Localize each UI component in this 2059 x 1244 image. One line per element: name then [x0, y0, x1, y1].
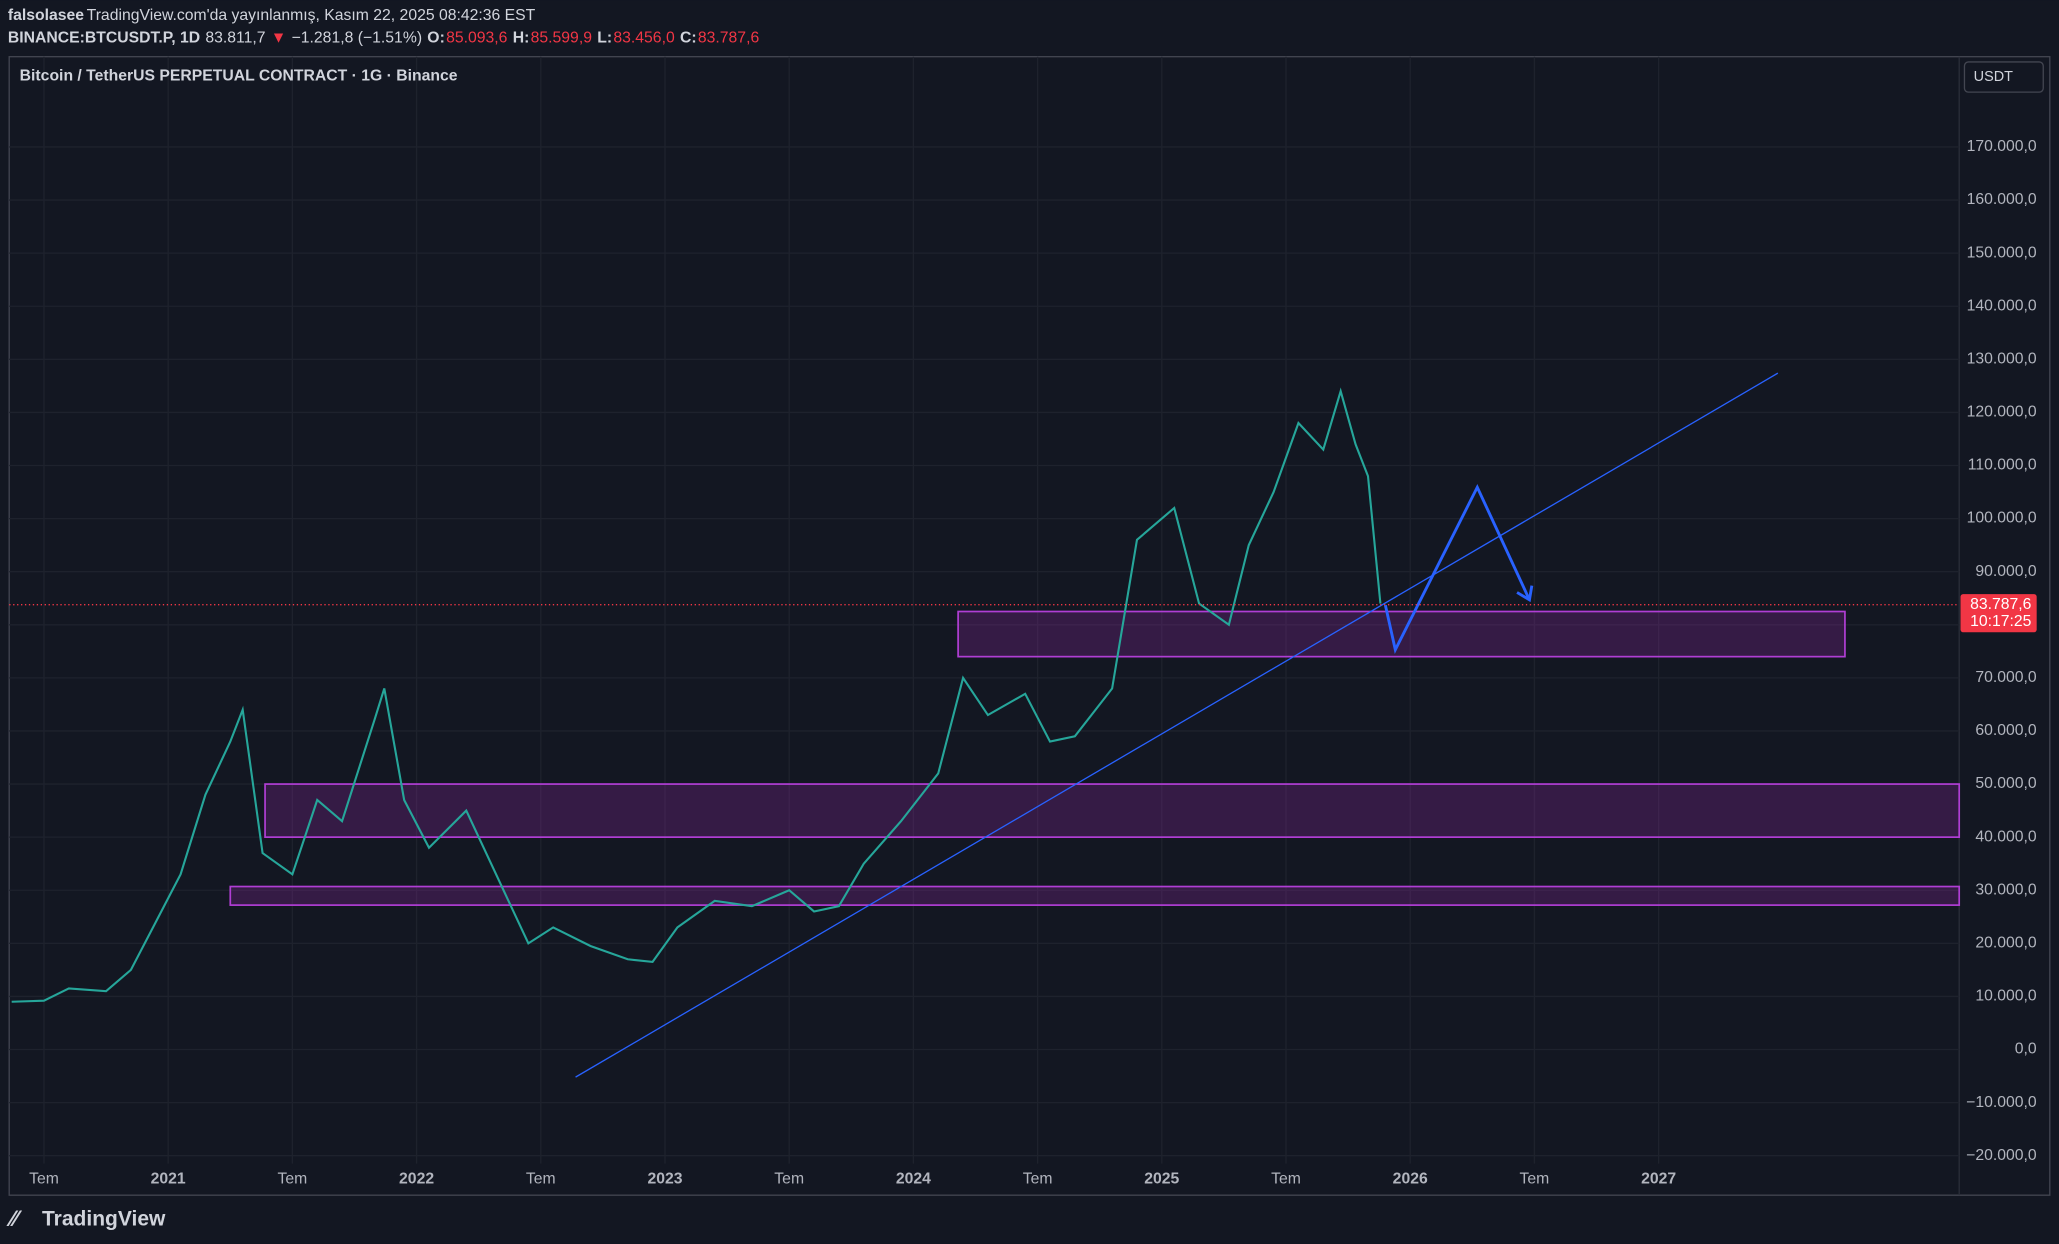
currency-button[interactable] — [1963, 61, 2044, 93]
y-tick-label: 100.000,0 — [1967, 510, 2037, 527]
chart-frame — [8, 56, 2051, 1196]
change: −1.281,8 (−1.51%) — [292, 29, 422, 46]
y-tick-label: 110.000,0 — [1968, 457, 2037, 474]
price-zone — [957, 610, 1846, 658]
y-tick-label: −20.000,0 — [1966, 1147, 2037, 1164]
x-tick-label: 2022 — [399, 1171, 434, 1188]
last-price-label: 83.787,6 — [1970, 596, 2032, 613]
price-zone — [229, 885, 1961, 906]
x-tick-label: 2026 — [1393, 1171, 1428, 1188]
y-tick-label: 130.000,0 — [1967, 350, 2037, 367]
currency[interactable]: USDT — [1974, 69, 2013, 85]
trendline — [575, 372, 1779, 1078]
y-tick-label: 40.000,0 — [1975, 828, 2037, 845]
y-tick-label: 70.000,0 — [1975, 669, 2037, 686]
price-zone — [264, 783, 1961, 839]
published: TradingView.com'da yayınlanmış, Kasım 22… — [87, 7, 536, 24]
y-tick-label: 150.000,0 — [1967, 244, 2037, 261]
y-tick-label: 140.000,0 — [1967, 297, 2037, 314]
open: 85.093,6 — [446, 29, 508, 46]
y-tick-label: −10.000,0 — [1966, 1094, 2037, 1111]
axes: −20.000,0 −10.000,0 0,0 10.000,0 20.000,0 30.… — [29, 138, 2037, 1187]
symbol: BINANCE:BTCUSDT.P, 1D — [8, 29, 200, 46]
x-tick-label: 2021 — [151, 1171, 186, 1188]
y-tick-label: 160.000,0 — [1967, 191, 2037, 208]
price-line — [11, 387, 1382, 1003]
x-tick-label: Tem — [277, 1171, 307, 1188]
x-tick-label: Tem — [1520, 1171, 1550, 1188]
x-tick-label: Tem — [774, 1171, 804, 1188]
x-tick-label: 2023 — [647, 1171, 682, 1188]
x-tick-label: 2027 — [1641, 1171, 1676, 1188]
open-label: O: — [427, 29, 444, 46]
x-tick-label: 2025 — [1144, 1171, 1179, 1188]
y-tick-label: 170.000,0 — [1967, 138, 2037, 155]
last-price-badge — [1960, 594, 2037, 633]
projection-path — [1383, 483, 1531, 654]
y-tick-label: 0,0 — [2015, 1041, 2037, 1058]
x-tick-label: 2024 — [896, 1171, 931, 1188]
y-tick-label: 90.000,0 — [1975, 563, 2037, 580]
high-label: H: — [513, 29, 530, 46]
y-tick-label: 120.000,0 — [1967, 404, 2037, 421]
price: 83.811,7 — [205, 29, 265, 46]
y-tick-label: 50.000,0 — [1975, 775, 2037, 792]
x-tick-label: Tem — [1023, 1171, 1053, 1188]
low-label: L: — [597, 29, 612, 46]
change-arrow: ▼ — [271, 29, 287, 46]
y-tick-label: 10.000,0 — [1975, 988, 2037, 1005]
high: 85.599,9 — [531, 29, 593, 46]
projection-arrowhead — [1516, 585, 1534, 603]
countdown: 10:17:25 — [1970, 613, 2032, 630]
brand: TradingView — [42, 1208, 166, 1231]
x-tick-label: Tem — [29, 1171, 59, 1188]
symbol-legend: Bitcoin / TetherUS PERPETUAL CONTRACT · … — [20, 68, 458, 85]
y-tick-label: 60.000,0 — [1975, 722, 2037, 739]
y-tick-label: 20.000,0 — [1975, 934, 2037, 951]
y-tick-label: 30.000,0 — [1975, 881, 2037, 898]
grid — [9, 56, 1960, 1164]
x-tick-label: Tem — [1271, 1171, 1301, 1188]
plot — [9, 372, 1961, 1078]
close-label: C: — [680, 29, 697, 46]
close: 83.787,6 — [698, 29, 760, 46]
x-tick-label: Tem — [526, 1171, 556, 1188]
low: 83.456,0 — [613, 29, 675, 46]
author: falsolasee — [8, 7, 84, 24]
